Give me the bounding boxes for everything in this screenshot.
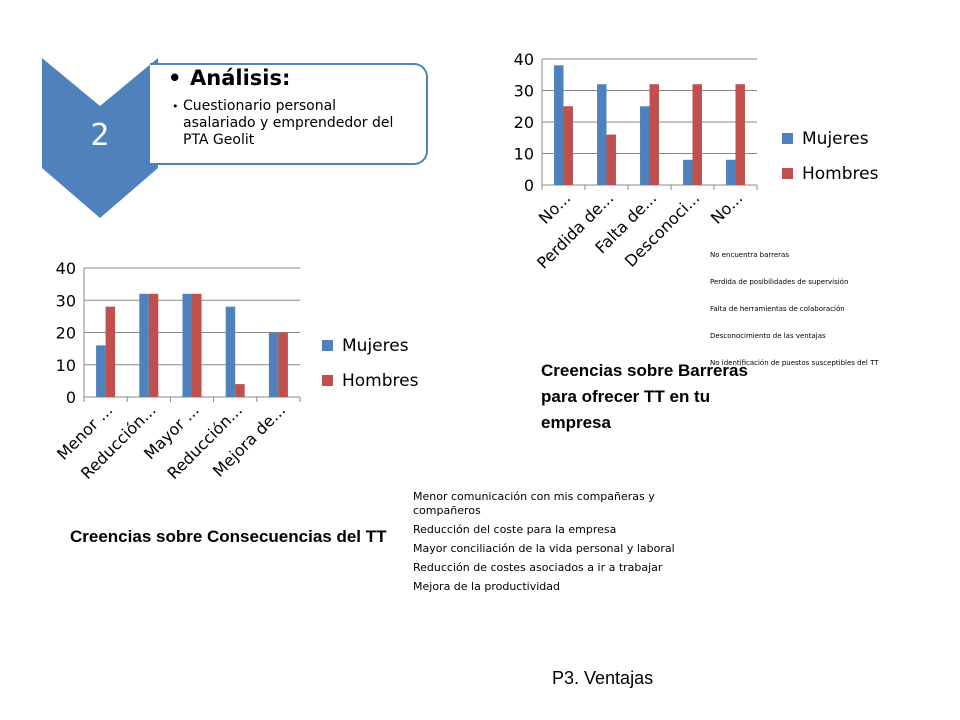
analysis-text-box — [150, 63, 428, 165]
bar-hombres — [235, 384, 245, 397]
bar-hombres — [148, 293, 159, 397]
bullet-icon: • — [168, 66, 182, 90]
legend-label: Mujeres — [342, 336, 409, 356]
bar-mujeres — [225, 306, 236, 397]
barreras-chart: 0 10 20 30 40 No... Perdida de... Falta de... De… — [490, 40, 910, 304]
step-number: 2 — [90, 118, 110, 153]
legend-swatch — [782, 168, 793, 179]
y-tick-label: 40 — [514, 50, 534, 69]
bar-mujeres — [139, 293, 149, 397]
analysis-title-text: Análisis: — [190, 66, 291, 90]
analysis-detail-text: Cuestionario personal asalariado y empre… — [183, 98, 394, 148]
barreras-key-item: Desconocimiento de las ventajas — [710, 332, 826, 340]
bar-mujeres — [683, 159, 693, 185]
analysis-title: • Análisis: — [168, 66, 290, 90]
bar-mujeres — [640, 106, 650, 185]
consecuencias-key-item: Mayor conciliación de la vida personal y… — [413, 542, 675, 555]
y-tick-label: 40 — [56, 259, 76, 278]
y-tick-label: 0 — [524, 176, 534, 195]
bar-hombres — [735, 84, 745, 185]
legend-swatch — [322, 340, 333, 351]
bar-hombres — [692, 84, 702, 185]
bar-mujeres — [597, 84, 607, 185]
y-tick-label: 30 — [56, 291, 76, 310]
barreras-key-item: Perdida de posibilidades de supervisión — [710, 278, 849, 286]
barreras-key-item: No encuentra barreras — [710, 251, 789, 259]
consecuencias-key-item: Mejora de la productividad — [413, 580, 560, 593]
consecuencias-key-list: Menor comunicación con mis compañeras y … — [413, 490, 688, 599]
bar-mujeres — [726, 159, 736, 185]
x-category-label: No... — [535, 188, 574, 227]
consecuencias-key-item: Reducción del coste para la empresa — [413, 523, 617, 536]
y-tick-label: 20 — [514, 113, 534, 132]
legend-label: Mujeres — [802, 129, 869, 149]
bar-hombres — [563, 106, 573, 185]
y-tick-label: 20 — [56, 324, 76, 343]
bar-hombres — [606, 134, 616, 185]
barreras-key-item: Falta de herramientas de colaboración — [710, 305, 845, 313]
bar-mujeres — [554, 65, 564, 185]
consecuencias-caption: Creencias sobre Consecuencias del TT — [70, 527, 387, 546]
bar-mujeres — [182, 293, 192, 397]
consecuencias-key-item: Menor comunicación con mis compañeras y … — [413, 490, 655, 517]
legend-swatch — [322, 375, 333, 386]
bullet-icon: • — [172, 100, 179, 113]
bar-mujeres — [268, 332, 279, 397]
legend-swatch — [782, 133, 793, 144]
barreras-key-item: No identificación de puestos susceptible… — [710, 359, 879, 367]
barreras-key-list: No encuentra barreras Perdida de posibili… — [710, 251, 950, 386]
consecuencias-chart: 0 10 20 30 40 Menor ... Reducción... Mayor ... R… — [30, 252, 450, 516]
analysis-chevron-shape — [42, 58, 158, 218]
bar-hombres — [649, 84, 659, 185]
y-tick-label: 30 — [514, 82, 534, 101]
legend-label: Hombres — [342, 371, 419, 391]
legend-label: Hombres — [802, 164, 879, 184]
analysis-detail: • Cuestionario personal asalariado y emp… — [172, 98, 407, 149]
consecuencias-key-item: Reducción de costes asociados a ir a tra… — [413, 561, 663, 574]
bar-mujeres — [96, 345, 106, 397]
x-category-label: No... — [707, 188, 746, 227]
bar-hombres — [105, 306, 116, 397]
bar-hombres — [192, 293, 202, 397]
y-tick-label: 10 — [56, 356, 76, 375]
y-tick-label: 10 — [514, 145, 534, 164]
y-tick-label: 0 — [66, 388, 76, 407]
footer-label: P3. Ventajas — [552, 668, 654, 688]
barreras-caption: Creencias sobre Barreras para ofrecer TT… — [541, 361, 748, 432]
bar-hombres — [278, 332, 288, 397]
